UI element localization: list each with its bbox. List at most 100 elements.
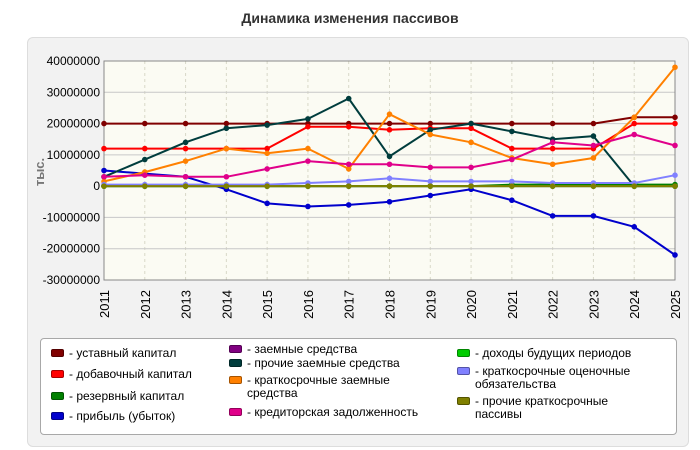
data-point [549, 213, 556, 219]
data-point [427, 164, 434, 171]
y-tick-label: -20000000 [43, 242, 101, 256]
legend-item: - краткосрочные заемные средства [229, 374, 427, 400]
data-point [264, 166, 270, 172]
data-point [509, 178, 515, 185]
y-tick-label: 20000000 [47, 117, 101, 131]
data-point [509, 183, 515, 189]
data-point [468, 183, 474, 189]
data-point [468, 178, 474, 185]
data-point [141, 183, 148, 189]
data-point [672, 183, 678, 189]
legend-item: - кредиторская задолженность [229, 406, 427, 419]
data-point [631, 114, 638, 121]
data-point [549, 145, 556, 152]
data-point [182, 139, 189, 146]
data-point [223, 173, 230, 180]
y-axis-label: тыс. [32, 158, 47, 186]
data-point [509, 197, 515, 204]
legend-swatch [457, 349, 470, 357]
data-point [101, 145, 107, 152]
x-tick-label: 2012 [138, 290, 153, 319]
data-point [468, 120, 474, 127]
legend-label: - резервный капитал [69, 389, 185, 403]
legend-swatch [229, 359, 242, 367]
data-point [590, 142, 597, 149]
x-tick-label: 2023 [586, 290, 601, 319]
x-tick-label: 2020 [464, 290, 479, 319]
data-point [182, 145, 189, 152]
legend-label: - прочие краткосрочные пассивы [475, 394, 609, 421]
y-tick-label: -30000000 [43, 273, 101, 287]
legend-swatch [51, 370, 64, 378]
data-point [345, 123, 352, 130]
data-point [386, 198, 393, 205]
y-tick-label: 40000000 [47, 54, 101, 68]
data-point [305, 158, 311, 164]
data-point [590, 120, 597, 127]
data-point [345, 161, 352, 168]
data-point [345, 183, 352, 189]
y-tick-label: -10000000 [43, 210, 101, 224]
legend-swatch [51, 412, 64, 420]
legend-item: - уставный капитал [51, 347, 249, 360]
legend-label: - добавочный капитал [69, 367, 192, 381]
data-point [549, 183, 556, 189]
data-point [223, 125, 230, 132]
data-point [631, 224, 638, 230]
data-point [305, 203, 311, 210]
data-point [264, 122, 270, 128]
data-point [590, 213, 597, 219]
data-point [223, 183, 230, 189]
legend-swatch [229, 376, 242, 384]
legend-item: - краткосрочные оценочные обязательства [457, 365, 655, 391]
data-point [631, 131, 638, 138]
data-point [264, 183, 270, 189]
legend-swatch [229, 345, 242, 353]
data-point [386, 127, 393, 133]
chart-title: Динамика изменения пассивов [241, 10, 459, 26]
legend-label: - заемные средства [247, 342, 358, 356]
data-point [509, 120, 515, 127]
data-point [386, 161, 393, 168]
data-point [223, 145, 230, 152]
data-point [223, 120, 230, 127]
x-tick-label: 2017 [342, 290, 357, 319]
legend-swatch [457, 367, 470, 375]
data-point [182, 158, 189, 164]
data-point [386, 120, 393, 127]
data-point [427, 131, 434, 138]
data-point [345, 166, 352, 172]
data-point [264, 150, 270, 157]
data-point [386, 183, 393, 189]
y-tick-label: 10000000 [47, 148, 101, 162]
x-tick-label: 2016 [301, 290, 316, 319]
x-tick-label: 2018 [383, 290, 398, 319]
data-point [590, 155, 597, 161]
legend-label: - уставный капитал [69, 346, 177, 360]
data-point [468, 164, 474, 171]
data-point [672, 142, 678, 149]
data-point [509, 128, 515, 135]
y-tick-label: 30000000 [47, 85, 101, 99]
x-tick-label: 2019 [423, 290, 438, 319]
legend-item: - прибыль (убыток) [51, 410, 249, 423]
data-point [427, 183, 434, 189]
data-point [141, 156, 148, 163]
data-point [141, 120, 148, 127]
x-tick-label: 2024 [627, 290, 642, 319]
x-tick-label: 2021 [505, 290, 520, 319]
legend-label: - прочие заемные средства [247, 356, 400, 370]
data-point [549, 120, 556, 127]
data-point [264, 145, 270, 152]
data-point [672, 114, 678, 121]
data-point [305, 183, 311, 189]
legend-label: - доходы будущих периодов [475, 346, 632, 360]
data-point [631, 120, 638, 127]
legend-item: - прочие заемные средства [229, 357, 427, 370]
legend-label: - краткосрочные оценочные обязательства [475, 364, 631, 391]
data-point [345, 178, 352, 185]
data-point [141, 172, 148, 178]
data-point [468, 125, 474, 132]
data-point [509, 145, 515, 152]
